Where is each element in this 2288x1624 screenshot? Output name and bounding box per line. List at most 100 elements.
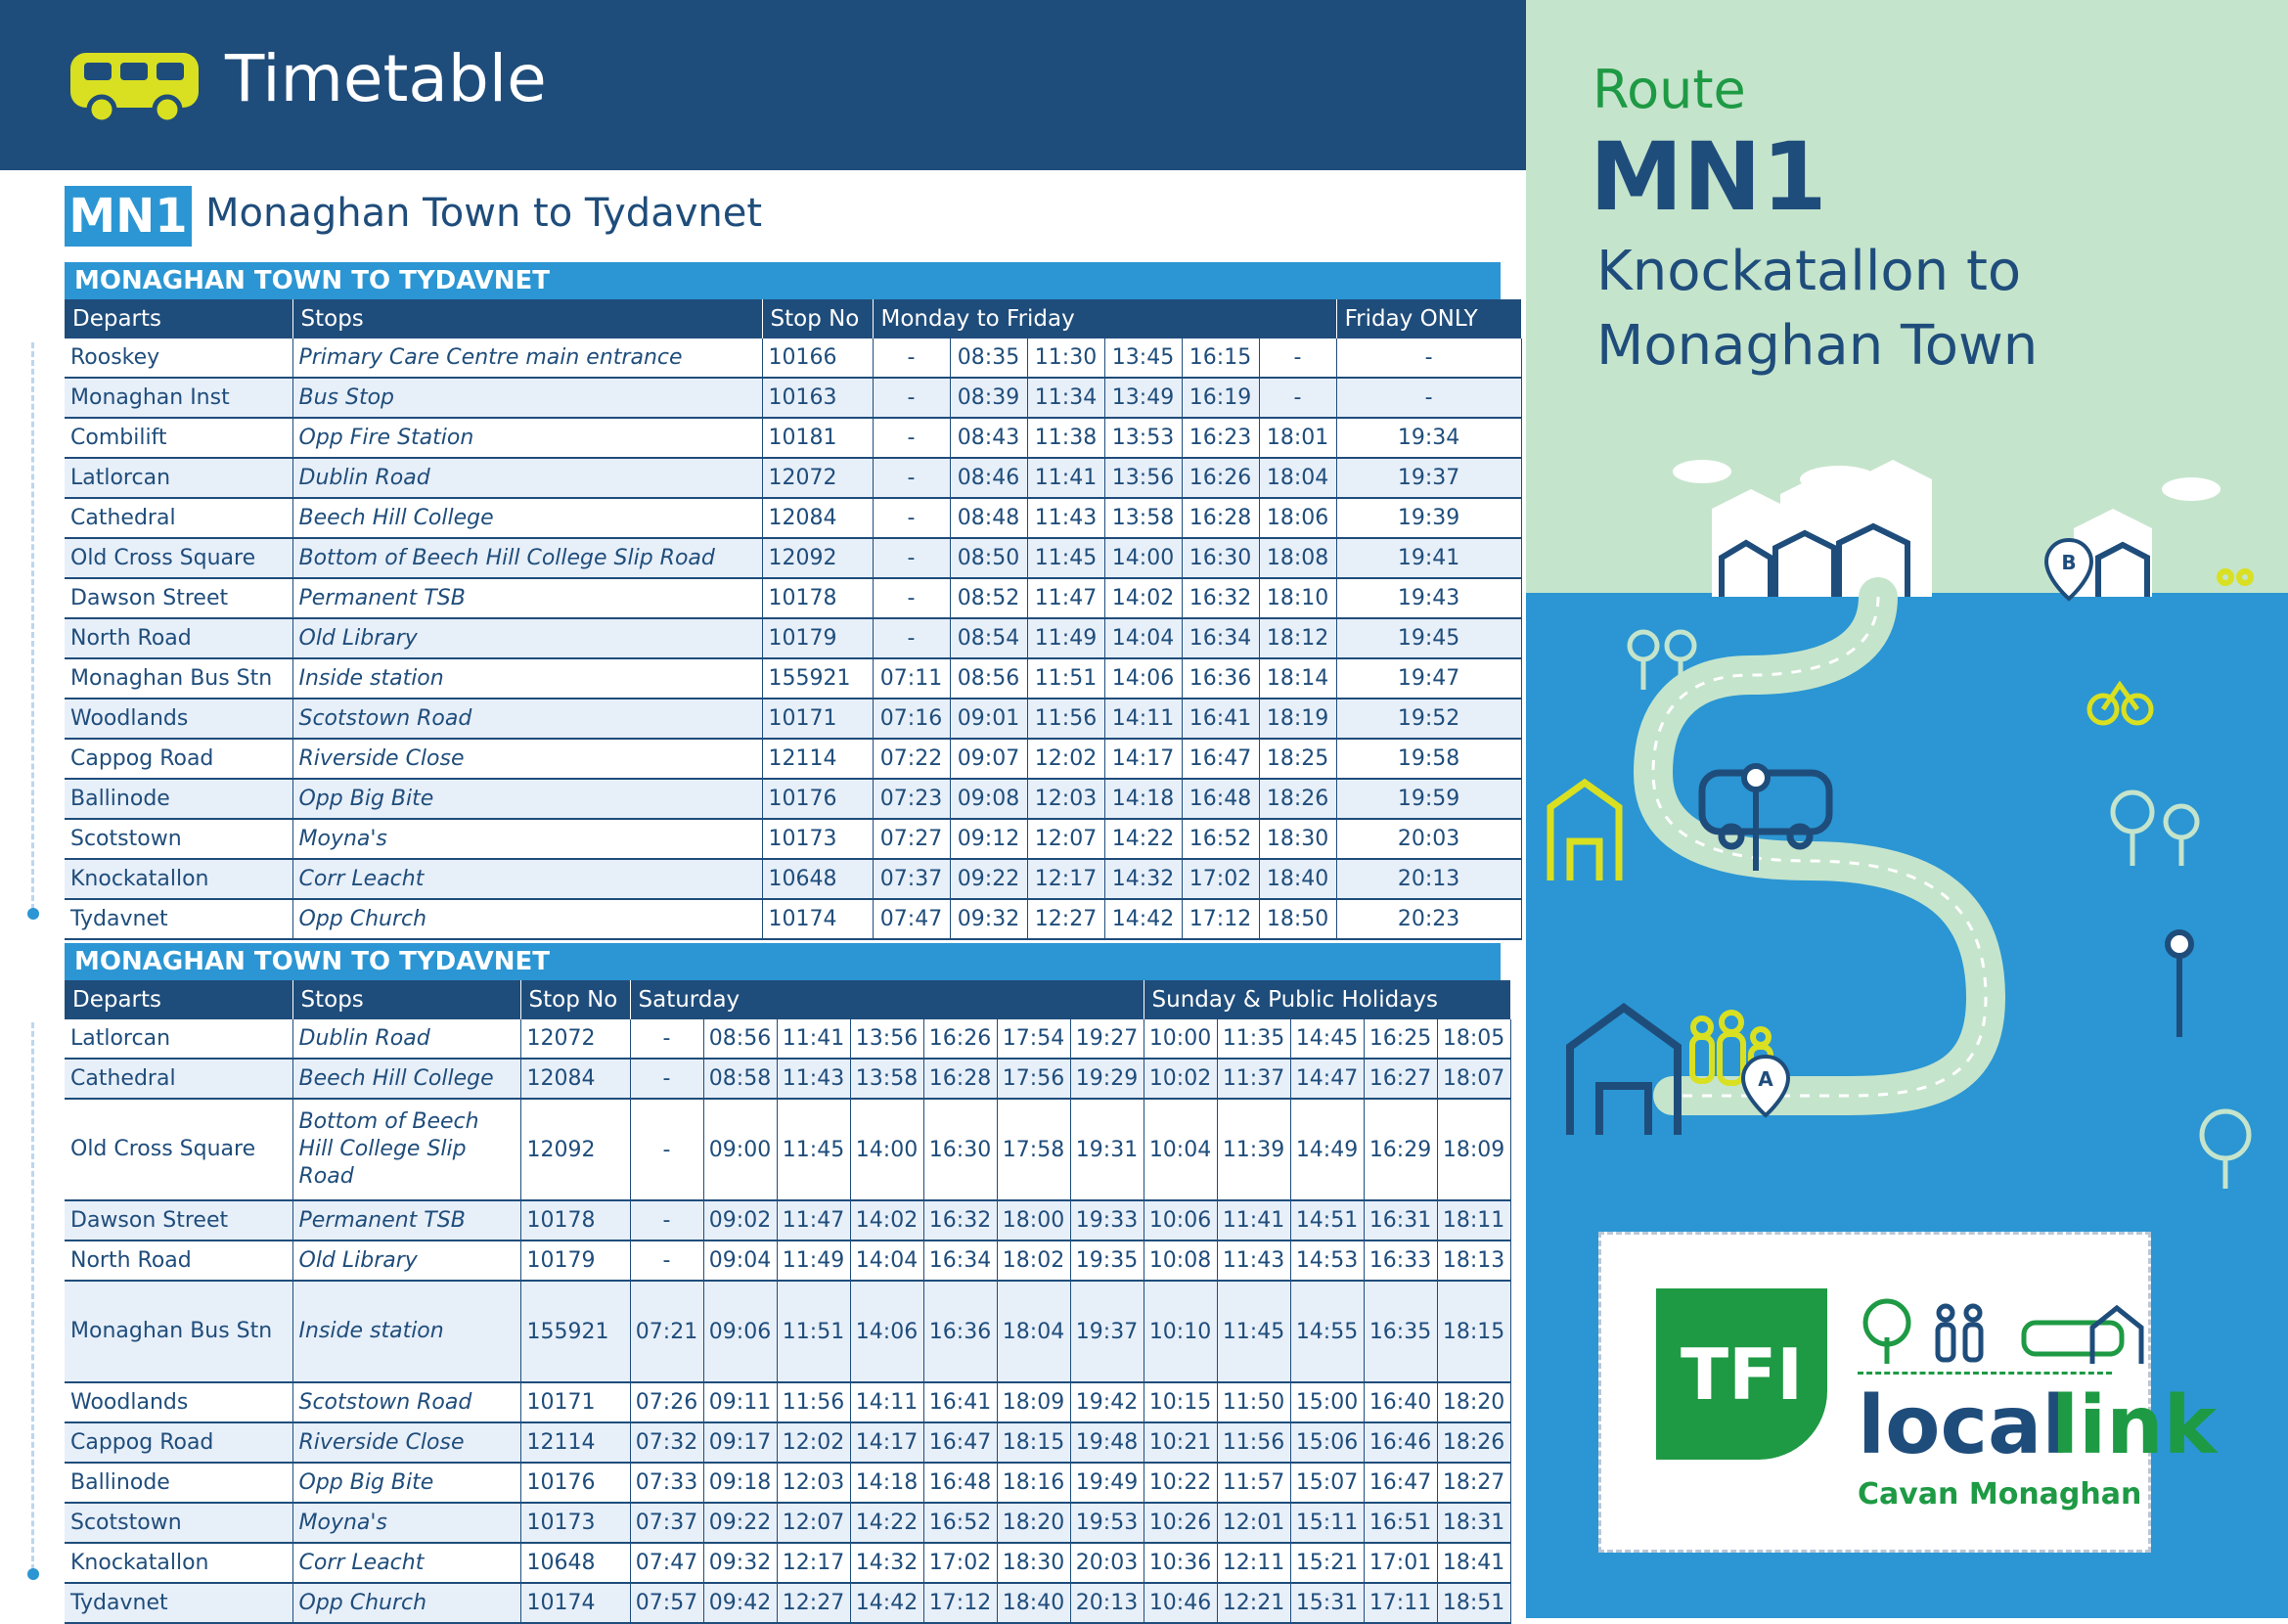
timeline-end-dot (27, 908, 39, 920)
cell-stop-no: 10173 (762, 819, 874, 860)
cell-time: 16:19 (1182, 378, 1260, 419)
cell-time: 14:22 (1104, 819, 1183, 860)
cell-time: 14:18 (850, 1463, 924, 1504)
table-row: Woodlands Scotstown Road 10171 07:16 09:01 11… (65, 699, 1522, 740)
cell-time: 11:38 (1027, 418, 1105, 459)
route-description: Knockatallon to Monaghan Town (1596, 235, 2038, 383)
cell-time: 15:11 (1290, 1503, 1365, 1544)
weekday-timetable: Departs Stops Stop No Monday to Friday F… (65, 299, 1522, 940)
cell-time: 16:26 (1182, 458, 1260, 499)
cell-time: 10:04 (1144, 1099, 1218, 1201)
cell-time: 07:23 (873, 779, 951, 820)
cell-time: 19:37 (1070, 1281, 1144, 1383)
cell-time: 11:45 (1217, 1281, 1291, 1383)
cell-time: 10:15 (1144, 1382, 1218, 1423)
table-row: Dawson Street Permanent TSB 10178-08:52 11:… (65, 578, 1522, 619)
route-label: Route (1593, 59, 1746, 120)
table-row: Woodlands Scotstown Road 10171 07:26 09:11 11… (65, 1382, 1511, 1423)
cell-time: 18:07 (1437, 1059, 1511, 1100)
cell-time: 19:47 (1336, 658, 1522, 699)
cell-time: 14:04 (850, 1241, 924, 1282)
cell-time: 11:41 (1217, 1200, 1291, 1241)
stop-b-marker: B (2043, 537, 2094, 602)
cell-departs: Ballinode (65, 1463, 293, 1504)
cell-time: 09:22 (950, 859, 1028, 900)
cell-stop-no: 10179 (520, 1241, 631, 1282)
cell-time: 16:47 (1364, 1463, 1438, 1504)
cell-time: 14:32 (1104, 859, 1183, 900)
cell-time: 14:06 (1104, 658, 1183, 699)
cell-time: 14:17 (850, 1422, 924, 1464)
cell-time: 14:06 (850, 1281, 924, 1383)
cell-time: 19:29 (1070, 1059, 1144, 1100)
cell-time: 07:33 (630, 1463, 704, 1504)
cell-time: 19:48 (1070, 1422, 1144, 1464)
cell-time: 11:49 (777, 1241, 851, 1282)
cell-time: 16:47 (923, 1422, 998, 1464)
cell-stop-no: 10648 (762, 859, 874, 900)
cell-time: 11:50 (1217, 1382, 1291, 1423)
cell-departs: Monaghan Bus Stn (65, 658, 293, 699)
table-row: Rooskey Primary Care Centre main entrance… (65, 338, 1522, 379)
cell-departs: Woodlands (65, 699, 293, 740)
cell-time: 09:02 (703, 1200, 778, 1241)
route-name: Monaghan Town to Tydavnet (205, 191, 763, 236)
cell-time: 13:56 (850, 1019, 924, 1060)
cell-stop-no: 10178 (762, 578, 874, 619)
col-group-saturday: Saturday (630, 980, 1144, 1019)
cell-time: 09:12 (950, 819, 1028, 860)
cell-time: 18:06 (1259, 498, 1337, 539)
cell-time: 17:56 (997, 1059, 1071, 1100)
cell-time: 16:46 (1364, 1422, 1438, 1464)
cell-time: 10:06 (1144, 1200, 1218, 1241)
table-row: Tydavnet Opp Church 10174 07:57 09:42 12:27 14… (65, 1583, 1511, 1624)
table-row: Cathedral Beech Hill College 12084-08:48 11… (65, 498, 1522, 539)
route-badge: MN1 (65, 186, 192, 247)
cell-time: 14:45 (1290, 1019, 1365, 1060)
cell-stop: Opp Big Bite (292, 1463, 521, 1504)
cell-stop-no: 10178 (520, 1200, 631, 1241)
cell-time: 07:27 (873, 819, 951, 860)
weekend-timetable: Departs Stops Stop No Saturday Sunday & … (65, 980, 1511, 1624)
cell-time: 20:03 (1336, 819, 1522, 860)
cell-time: 18:11 (1437, 1200, 1511, 1241)
tfi-logo-text: TFI (1680, 1333, 1804, 1416)
house-icon (1547, 778, 1623, 880)
col-stop-no: Stop No (762, 299, 874, 338)
cell-time: 09:11 (703, 1382, 778, 1423)
cell-departs: Old Cross Square (65, 1099, 293, 1201)
col-stop-no: Stop No (520, 980, 631, 1019)
cell-departs: Monaghan Bus Stn (65, 1281, 293, 1383)
cell-time: 18:19 (1259, 699, 1337, 740)
cell-stop: Corr Leacht (292, 859, 763, 900)
cell-departs: Dawson Street (65, 1200, 293, 1241)
cell-time: 18:08 (1259, 538, 1337, 579)
cell-time: 18:04 (1259, 458, 1337, 499)
cell-time: 12:17 (777, 1543, 851, 1584)
cell-time: 18:25 (1259, 739, 1337, 780)
table-row: Ballinode Opp Big Bite 10176 07:33 09:18 12:0… (65, 1463, 1511, 1504)
cell-time: 07:37 (630, 1503, 704, 1544)
tfi-local-link-logo: TFI local link Cavan Monaghan (1598, 1232, 2217, 1553)
cell-time: 11:34 (1027, 378, 1105, 419)
cell-time: 19:41 (1336, 538, 1522, 579)
cell-time: 18:20 (1437, 1382, 1511, 1423)
cell-time: 18:31 (1437, 1503, 1511, 1544)
cell-time: - (1336, 338, 1522, 379)
cell-stop-no: 12072 (762, 458, 874, 499)
cell-time: 16:34 (1182, 618, 1260, 659)
cell-time: 18:09 (997, 1382, 1071, 1423)
cell-time: 16:27 (1364, 1059, 1438, 1100)
table-row: Old Cross Square Bottom of Beech Hill Col… (65, 538, 1522, 579)
cell-time: 12:27 (1027, 899, 1105, 940)
cell-time: 20:13 (1336, 859, 1522, 900)
cell-time: 19:39 (1336, 498, 1522, 539)
cell-time: 13:49 (1104, 378, 1183, 419)
cell-time: 16:30 (1182, 538, 1260, 579)
cell-time: 20:03 (1070, 1543, 1144, 1584)
col-group-weekday: Monday to Friday (873, 299, 1337, 338)
cell-time: 17:12 (923, 1583, 998, 1624)
cell-time: 14:00 (850, 1099, 924, 1201)
cell-time: 15:21 (1290, 1543, 1365, 1584)
table-row: Cappog Road Riverside Close 12114 07:22 09:0… (65, 739, 1522, 780)
